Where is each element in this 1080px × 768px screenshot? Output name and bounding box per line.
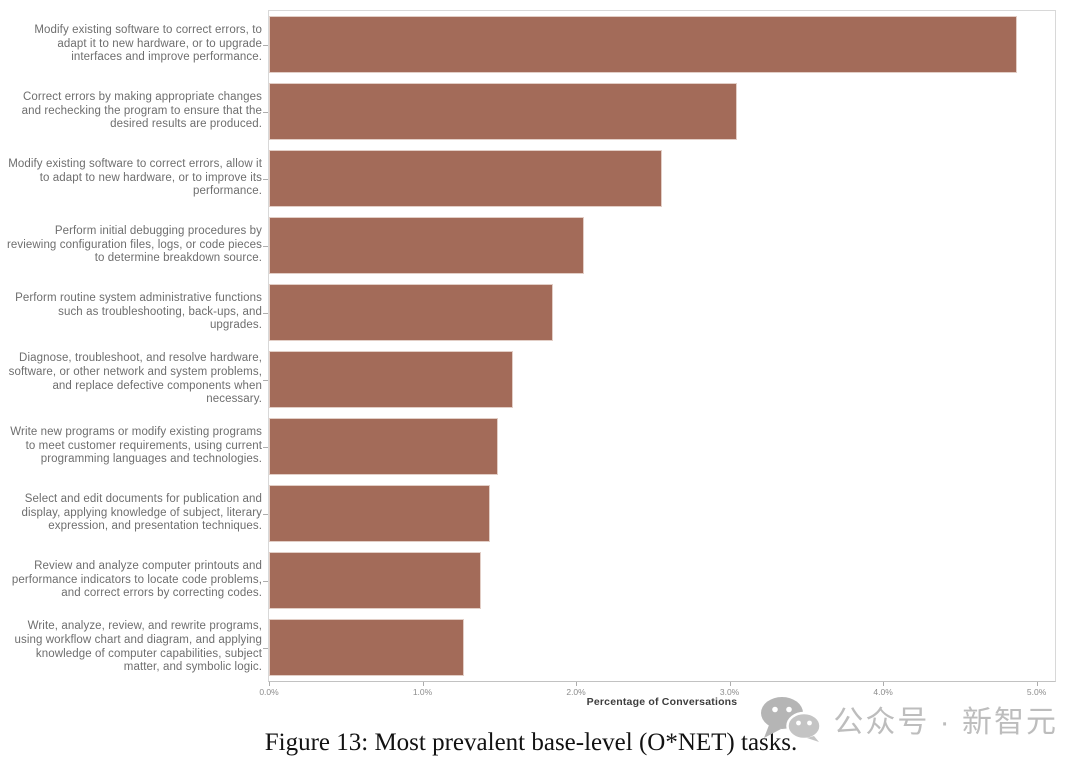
figure-caption: Figure 13: Most prevalent base-level (O*… (264, 729, 798, 756)
x-tick-label: 2.0% (566, 687, 586, 697)
y-tick-mark (263, 581, 268, 582)
category-label: Modify existing software to correct erro… (34, 23, 262, 64)
x-axis-title: Percentage of Conversations (586, 696, 738, 708)
x-tick-label: 1.0% (412, 687, 433, 697)
watermark-text: 公众号 · 新智元 (833, 706, 1058, 739)
y-tick-mark (263, 380, 268, 381)
y-tick-mark (263, 313, 268, 314)
category-label: Correct errors by making appropriate cha… (21, 90, 262, 131)
wechat-icon (761, 697, 823, 742)
bar (269, 83, 738, 140)
bar (269, 150, 662, 207)
x-tick-label: 3.0% (719, 687, 740, 697)
category-label: Perform routine system administrative fu… (15, 291, 262, 332)
x-tick-label: 5.0% (1026, 687, 1047, 697)
x-tick-label: 0.0% (259, 687, 279, 697)
bar (269, 284, 553, 341)
y-tick-mark (263, 179, 268, 180)
y-tick-mark (263, 648, 268, 649)
x-tick-label: 4.0% (873, 687, 893, 697)
x-tick-mark (423, 682, 424, 686)
x-tick-mark (883, 682, 884, 686)
bar (269, 217, 584, 274)
x-tick-mark (1037, 682, 1038, 686)
bar (269, 418, 498, 475)
category-label: Review and analyze computer printouts an… (11, 559, 262, 600)
category-label: Perform initial debugging procedures by … (6, 224, 262, 265)
bar (269, 351, 514, 408)
y-tick-mark (263, 112, 268, 113)
bar (269, 552, 481, 609)
x-tick-mark (269, 682, 270, 686)
category-label: Write, analyze, review, and rewrite prog… (14, 619, 262, 674)
category-label: Write new programs or modify existing pr… (10, 425, 262, 466)
bar (269, 619, 464, 676)
y-tick-mark (263, 45, 268, 46)
category-label: Diagnose, troubleshoot, and resolve hard… (8, 351, 262, 406)
category-label: Modify existing software to correct erro… (8, 157, 262, 198)
y-tick-mark (263, 514, 268, 515)
watermark: 公众号 · 新智元 (759, 696, 1058, 742)
bar-chart-figure: Percentage of Conversations Modify exist… (6, 10, 1056, 708)
y-tick-mark (263, 447, 268, 448)
bar (269, 485, 491, 542)
x-tick-mark (730, 682, 731, 686)
plot-area (268, 10, 1056, 682)
y-tick-mark (263, 246, 268, 247)
category-label: Select and edit documents for publicatio… (21, 492, 262, 533)
x-tick-mark (576, 682, 577, 686)
bar (269, 16, 1017, 73)
